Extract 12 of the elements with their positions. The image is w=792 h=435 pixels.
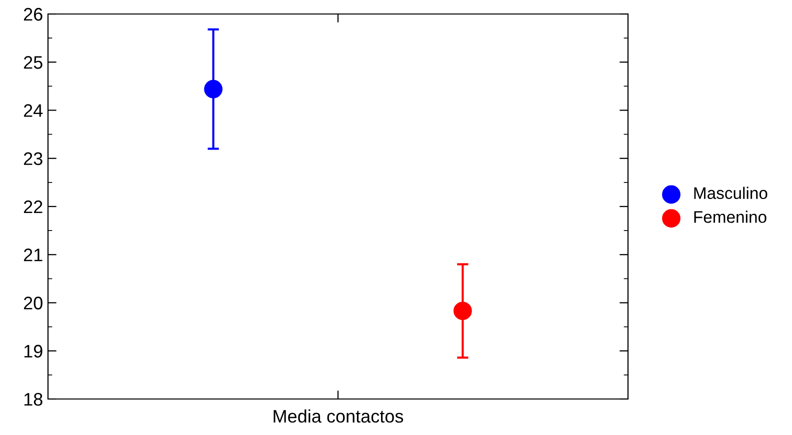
legend-label: Masculino — [694, 186, 768, 200]
y-tick-label: 21 — [24, 248, 42, 262]
y-tick-label: 19 — [24, 344, 42, 358]
y-tick-label: 20 — [24, 296, 42, 310]
y-tick-label: 24 — [24, 104, 43, 117]
legend-label: Femenino — [694, 210, 766, 223]
y-tick-label: 18 — [24, 392, 42, 406]
y-tick-label: 25 — [24, 56, 42, 69]
y-tick-label: 23 — [24, 152, 42, 166]
y-tick-label: 22 — [24, 200, 42, 214]
x-axis-title: Media contactos — [274, 409, 404, 423]
y-tick-label: 26 — [24, 8, 42, 21]
